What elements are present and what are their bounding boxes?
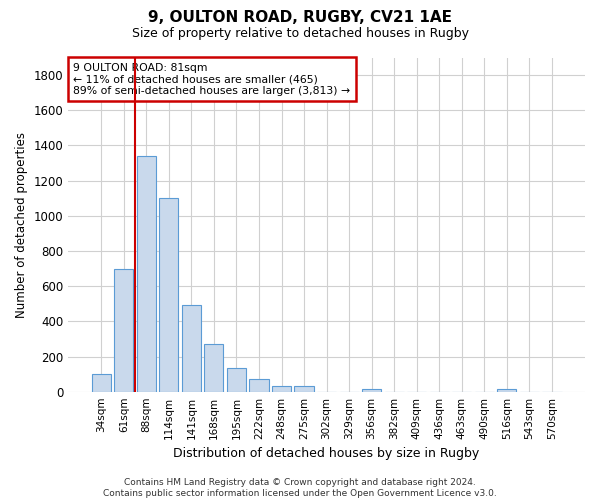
Bar xyxy=(295,386,314,392)
Bar xyxy=(250,380,269,392)
Bar xyxy=(114,268,133,392)
Bar xyxy=(272,386,291,392)
Bar xyxy=(227,368,246,392)
Bar xyxy=(137,156,156,392)
Text: Size of property relative to detached houses in Rugby: Size of property relative to detached ho… xyxy=(131,28,469,40)
Bar xyxy=(159,198,178,392)
X-axis label: Distribution of detached houses by size in Rugby: Distribution of detached houses by size … xyxy=(173,447,480,460)
Text: Contains HM Land Registry data © Crown copyright and database right 2024.
Contai: Contains HM Land Registry data © Crown c… xyxy=(103,478,497,498)
Y-axis label: Number of detached properties: Number of detached properties xyxy=(15,132,28,318)
Bar xyxy=(182,306,201,392)
Text: 9, OULTON ROAD, RUGBY, CV21 1AE: 9, OULTON ROAD, RUGBY, CV21 1AE xyxy=(148,10,452,25)
Bar xyxy=(92,374,111,392)
Bar xyxy=(362,389,381,392)
Bar xyxy=(497,389,517,392)
Bar xyxy=(205,344,223,392)
Text: 9 OULTON ROAD: 81sqm
← 11% of detached houses are smaller (465)
89% of semi-deta: 9 OULTON ROAD: 81sqm ← 11% of detached h… xyxy=(73,62,350,96)
